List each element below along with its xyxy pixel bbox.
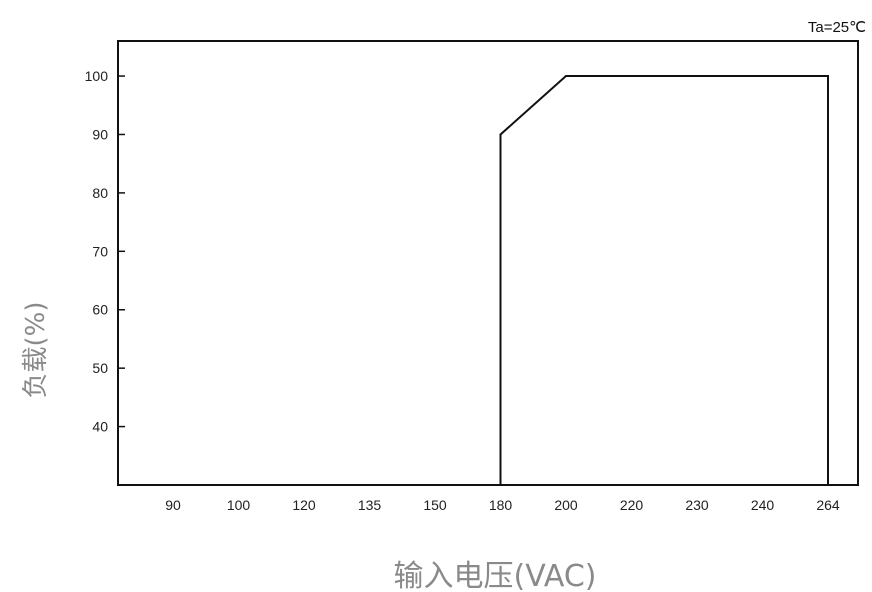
y-tick-label: 60 (92, 302, 108, 318)
x-tick-label: 200 (554, 497, 578, 513)
x-tick-label: 150 (423, 497, 447, 513)
x-tick-label: 220 (620, 497, 644, 513)
series-point (499, 484, 502, 486)
y-axis-ticks: 40 50 60 70 80 90 100 (85, 68, 125, 435)
x-axis-title: 输入电压(VAC) (394, 559, 597, 592)
x-tick-label: 90 (165, 497, 181, 513)
plot-frame (117, 40, 859, 486)
x-tick-label: 135 (358, 497, 382, 513)
series-line (499, 75, 829, 485)
y-tick-label: 70 (92, 243, 108, 259)
y-tick-label: 80 (92, 185, 108, 201)
x-tick-label: 240 (751, 497, 775, 513)
series-layer (499, 75, 829, 486)
x-tick-label: 100 (227, 497, 251, 513)
series-point (827, 484, 829, 486)
series-point (827, 75, 829, 78)
y-tick-label: 90 (92, 126, 108, 142)
annotation-label: Ta=25℃ (808, 19, 866, 36)
series-point (499, 133, 502, 136)
x-tick-label: 120 (292, 497, 316, 513)
x-tick-label: 180 (489, 497, 513, 513)
x-tick-label: 230 (685, 497, 709, 513)
y-tick-label: 100 (85, 68, 109, 84)
x-tick-label: 264 (816, 497, 840, 513)
series-point (565, 75, 567, 78)
y-axis-title: 负载(%) (21, 302, 51, 399)
y-tick-label: 50 (92, 360, 108, 376)
y-tick-label: 40 (92, 419, 108, 435)
x-axis-ticks: 90 100 120 135 150 180 200 220 230 240 264 (165, 497, 840, 513)
